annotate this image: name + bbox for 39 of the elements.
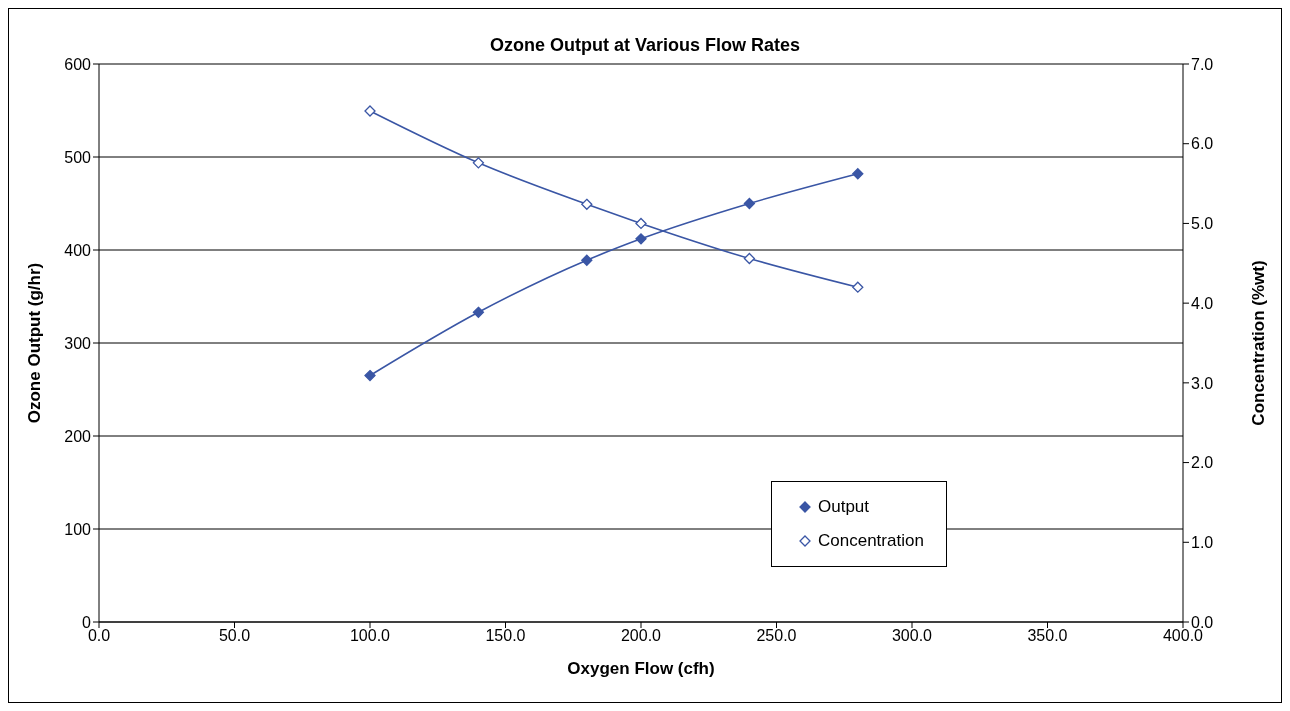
point: [581, 198, 593, 210]
point: [743, 252, 756, 265]
x-tick-label: 200.0: [620, 627, 662, 645]
x-tick-label: 400.0: [1162, 627, 1204, 645]
point: [472, 157, 485, 169]
point: [635, 233, 647, 245]
y2-tick-label: 2.0: [1191, 454, 1214, 472]
y2-tick-label: 4.0: [1191, 294, 1214, 312]
x-tick-label: 150.0: [485, 627, 526, 645]
y-tick-label: 500: [64, 148, 92, 166]
x-axis-title: Oxygen Flow (cfh): [567, 659, 715, 678]
x-tick-label: 0.0: [87, 627, 111, 645]
y-tick-label: 200: [64, 427, 92, 445]
x-tick-label: 250.0: [756, 627, 797, 645]
point: [635, 217, 647, 230]
y2-tick-label: 3.0: [1191, 374, 1214, 392]
point: [852, 281, 864, 293]
chart-title: Ozone Output at Various Flow Rates: [488, 35, 801, 56]
y2-tick-label: 5.0: [1191, 215, 1214, 233]
legend-label: Concentration: [818, 531, 924, 551]
point: [743, 197, 756, 210]
x-tick-label: 300.0: [891, 627, 933, 645]
x-tick-label: 350.0: [1027, 627, 1068, 645]
y2-tick-label: 1.0: [1191, 533, 1214, 551]
x-tick-label: 50.0: [218, 627, 251, 645]
y-tick-label: 300: [64, 334, 92, 352]
point: [472, 306, 485, 318]
y-tick-label: 400: [64, 241, 92, 259]
x-tick-label: 100.0: [349, 627, 391, 645]
y2-tick-label: 7.0: [1191, 55, 1214, 73]
y-tick-label: 100: [64, 520, 92, 538]
point: [581, 254, 593, 266]
point: [852, 168, 864, 180]
y2-axis-title: Concentration (%wt): [1249, 260, 1269, 426]
legend-label: Output: [818, 497, 870, 517]
y2-tick-label: 6.0: [1191, 135, 1214, 153]
point: [364, 369, 376, 382]
y-axis-title: Ozone Output (g/hr): [25, 262, 45, 424]
y-tick-label: 600: [64, 55, 92, 73]
